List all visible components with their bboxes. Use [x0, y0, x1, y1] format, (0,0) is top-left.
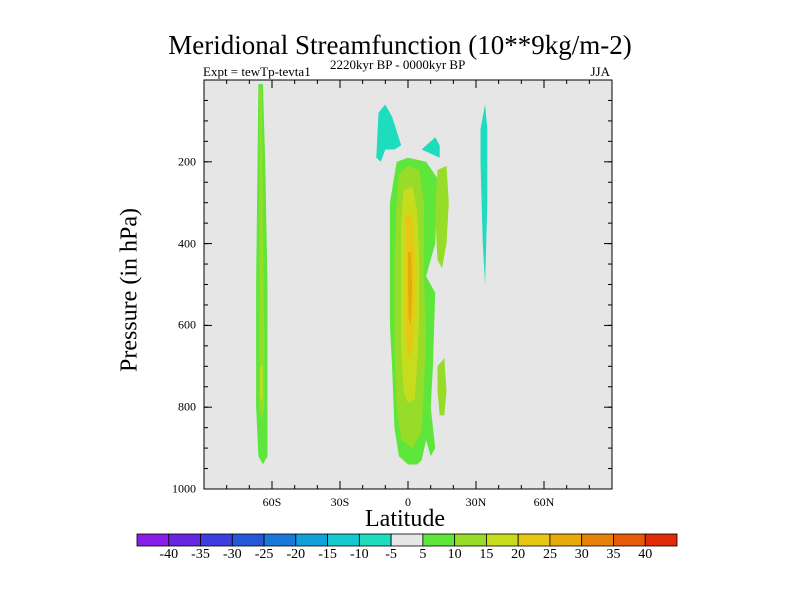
y-tick-label: 400 — [178, 236, 196, 251]
colorbar-swatch — [200, 533, 233, 547]
colorbar-label: -20 — [286, 547, 306, 562]
colorbar-swatch — [517, 533, 551, 547]
colorbar-label: 20 — [511, 547, 526, 562]
y-tick-label: 1000 — [172, 481, 196, 496]
colorbar-label: 5 — [419, 547, 427, 562]
y-tick-label: 600 — [178, 317, 196, 332]
season-label: JJA — [590, 64, 610, 79]
colorbar-swatch — [295, 533, 328, 547]
colorbar-swatch — [231, 533, 265, 547]
contour-regions — [256, 84, 488, 465]
period-label: 2220kyr BP - 0000kyr BP — [330, 57, 466, 72]
colorbar-label: 40 — [638, 547, 653, 562]
contour-region-neg-cell-upper-right — [421, 137, 440, 158]
x-axis-label: Latitude — [365, 506, 445, 532]
x-tick-label: 60S — [262, 495, 282, 509]
chart-title: Meridional Streamfunction (10**9kg/m-2) — [168, 30, 632, 60]
colorbar-swatch — [486, 533, 519, 547]
colorbar — [136, 533, 678, 547]
colorbar-swatch — [168, 533, 201, 547]
contour-region-neg-cell-30n — [480, 104, 488, 285]
y-tick-label: 800 — [178, 399, 196, 414]
axis-ticks — [204, 80, 612, 490]
colorbar-label: -35 — [191, 547, 210, 562]
colorbar-swatch — [327, 533, 360, 547]
colorbar-label: -30 — [222, 547, 242, 562]
colorbar-swatch — [422, 533, 456, 547]
contour-region-cell-eq-peak — [408, 251, 413, 326]
contour-region-cell-15n-lobe — [435, 165, 449, 269]
colorbar-label: 25 — [542, 547, 557, 562]
colorbar-swatch — [136, 533, 170, 547]
colorbar-swatch — [454, 533, 487, 547]
colorbar-swatch — [549, 533, 583, 547]
colorbar-swatch — [390, 533, 424, 547]
colorbar-swatch — [581, 533, 614, 547]
colorbar-label: 35 — [606, 547, 621, 562]
colorbar-label: 15 — [479, 547, 494, 562]
contour-region-cell-15n-lower — [437, 358, 447, 416]
colorbar-label: 10 — [447, 547, 462, 562]
x-tick-label: 0 — [405, 495, 411, 509]
colorbar-swatch — [613, 533, 646, 547]
x-tick-label: 60N — [533, 495, 555, 509]
colorbar-label: -15 — [318, 547, 337, 562]
contour-region-cell-60s-core — [260, 366, 263, 399]
colorbar-swatch — [263, 533, 297, 547]
x-tick-label: 30S — [330, 495, 350, 509]
colorbar-swatch — [644, 533, 678, 547]
colorbar-label: 30 — [574, 547, 589, 562]
y-axis-label: Pressure (in hPa) — [116, 208, 143, 372]
contour-region-cell-60s-inner — [259, 88, 265, 420]
colorbar-label: -25 — [254, 547, 274, 562]
y-tick-label: 200 — [178, 154, 196, 169]
contour-region-neg-cell-upper — [376, 104, 402, 162]
colorbar-label: -5 — [385, 547, 397, 562]
experiment-label: Expt = tewTp-tevta1 — [203, 64, 311, 79]
colorbar-label: -40 — [159, 547, 179, 562]
x-tick-label: 30N — [465, 495, 487, 509]
colorbar-label: -10 — [350, 547, 369, 562]
colorbar-swatch — [358, 533, 392, 547]
